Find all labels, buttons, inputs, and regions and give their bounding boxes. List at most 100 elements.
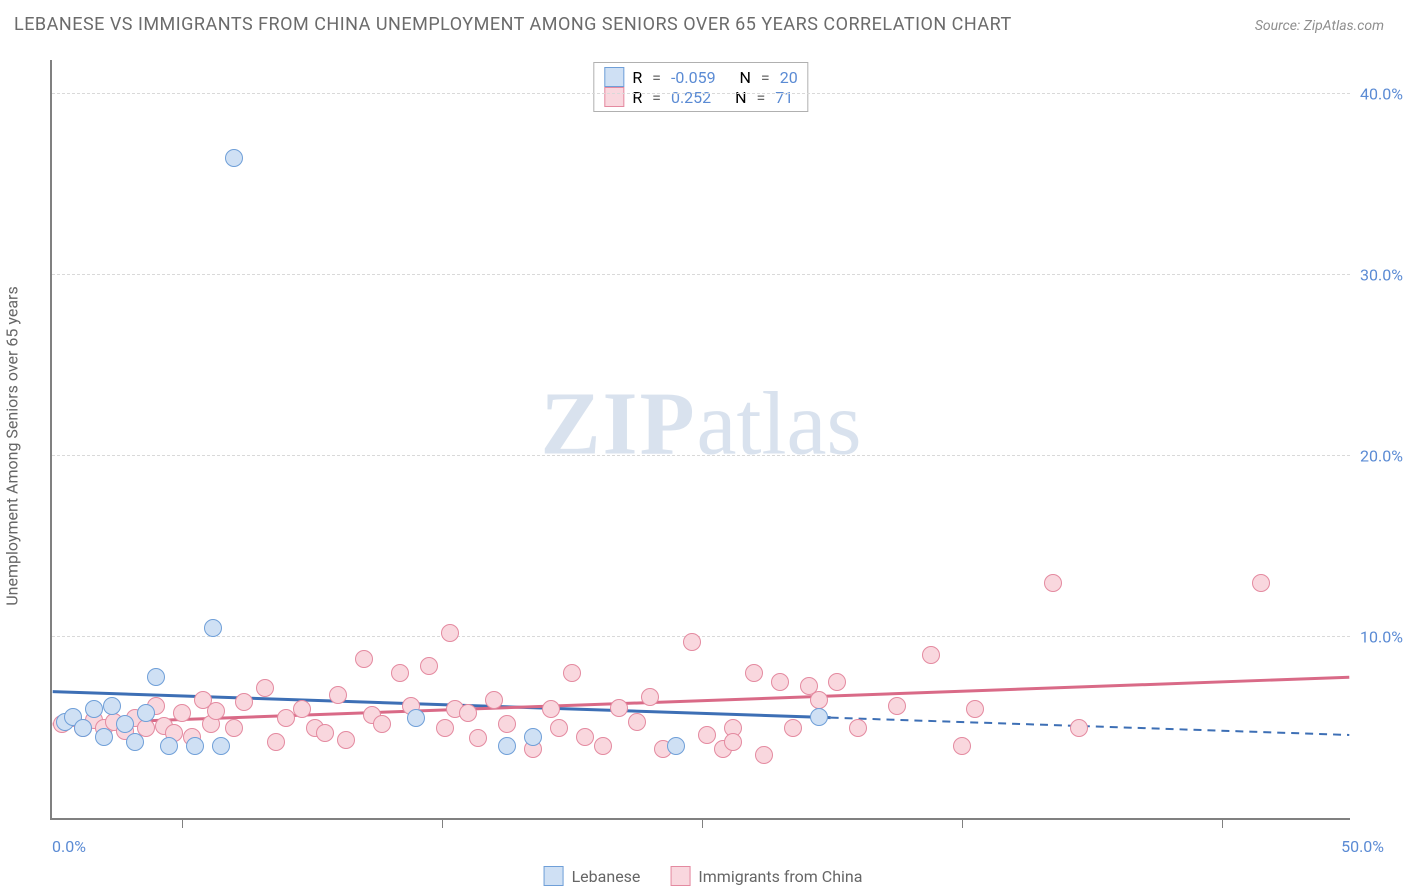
watermark-light: atlas bbox=[697, 374, 862, 473]
data-point bbox=[594, 737, 612, 755]
legend-swatch-china bbox=[604, 87, 624, 107]
watermark: ZIPatlas bbox=[541, 372, 862, 475]
data-point bbox=[235, 693, 253, 711]
legend-item-lebanese: Lebanese bbox=[544, 866, 641, 886]
r-label: R bbox=[632, 68, 642, 87]
data-point bbox=[576, 728, 594, 746]
data-point bbox=[355, 650, 373, 668]
data-point bbox=[441, 624, 459, 642]
r-label: R bbox=[632, 88, 642, 107]
data-point bbox=[256, 679, 274, 697]
data-point bbox=[373, 715, 391, 733]
data-point bbox=[888, 697, 906, 715]
data-point bbox=[391, 664, 409, 682]
data-point bbox=[755, 746, 773, 764]
x-tick bbox=[182, 818, 183, 828]
data-point bbox=[329, 686, 347, 704]
data-point bbox=[771, 673, 789, 691]
data-point bbox=[966, 700, 984, 718]
grid-line bbox=[52, 274, 1350, 275]
grid-line bbox=[52, 636, 1350, 637]
eq-sign: = bbox=[757, 88, 766, 107]
data-point bbox=[147, 668, 165, 686]
data-point bbox=[267, 733, 285, 751]
chart-title: LEBANESE VS IMMIGRANTS FROM CHINA UNEMPL… bbox=[14, 14, 1012, 35]
legend-series: Lebanese Immigrants from China bbox=[544, 866, 863, 886]
data-point bbox=[293, 700, 311, 718]
y-tick-label: 40.0% bbox=[1360, 85, 1406, 104]
data-point bbox=[207, 702, 225, 720]
x-tick bbox=[962, 818, 963, 828]
data-point bbox=[316, 724, 334, 742]
legend-correlation: R = -0.059 N = 20 R = 0.252 N = 71 bbox=[593, 62, 808, 112]
data-point bbox=[922, 646, 940, 664]
data-point bbox=[103, 697, 121, 715]
plot-area: ZIPatlas R = -0.059 N = 20 R = 0.252 N = bbox=[50, 60, 1350, 820]
data-point bbox=[784, 719, 802, 737]
n-value-2: 71 bbox=[775, 88, 793, 107]
y-tick-label: 30.0% bbox=[1360, 266, 1406, 285]
x-min-label: 0.0% bbox=[52, 837, 86, 856]
x-tick bbox=[702, 818, 703, 828]
legend-label-lebanese: Lebanese bbox=[572, 867, 641, 886]
data-point bbox=[485, 691, 503, 709]
data-point bbox=[1070, 719, 1088, 737]
legend-swatch-lebanese bbox=[544, 866, 564, 886]
data-point bbox=[126, 733, 144, 751]
data-point bbox=[683, 633, 701, 651]
data-point bbox=[724, 733, 742, 751]
eq-sign: = bbox=[652, 68, 661, 87]
grid-line bbox=[52, 93, 1350, 94]
data-point bbox=[1252, 574, 1270, 592]
data-point bbox=[137, 704, 155, 722]
data-point bbox=[74, 719, 92, 737]
chart-container: LEBANESE VS IMMIGRANTS FROM CHINA UNEMPL… bbox=[0, 0, 1406, 892]
chart-source: Source: ZipAtlas.com bbox=[1255, 18, 1384, 34]
grid-line bbox=[52, 455, 1350, 456]
legend-item-china: Immigrants from China bbox=[670, 866, 862, 886]
data-point bbox=[1044, 574, 1062, 592]
data-point bbox=[524, 728, 542, 746]
legend-swatch-china bbox=[670, 866, 690, 886]
data-point bbox=[225, 719, 243, 737]
x-max-label: 50.0% bbox=[1341, 837, 1384, 856]
eq-sign: = bbox=[761, 68, 770, 87]
data-point bbox=[95, 728, 113, 746]
data-point bbox=[849, 719, 867, 737]
data-point bbox=[469, 729, 487, 747]
legend-label-china: Immigrants from China bbox=[698, 867, 862, 886]
x-tick bbox=[1222, 818, 1223, 828]
data-point bbox=[186, 737, 204, 755]
data-point bbox=[628, 713, 646, 731]
data-point bbox=[116, 715, 134, 733]
n-label: N bbox=[735, 88, 746, 107]
r-value-1: -0.059 bbox=[671, 68, 716, 87]
y-axis-title: Unemployment Among Seniors over 65 years bbox=[3, 286, 22, 605]
data-point bbox=[204, 619, 222, 637]
data-point bbox=[160, 737, 178, 755]
data-point bbox=[498, 715, 516, 733]
r-value-2: 0.252 bbox=[671, 88, 711, 107]
data-point bbox=[953, 737, 971, 755]
y-tick-label: 10.0% bbox=[1360, 628, 1406, 647]
legend-swatch-lebanese bbox=[604, 67, 624, 87]
data-point bbox=[436, 719, 454, 737]
eq-sign: = bbox=[652, 88, 661, 107]
legend-row-2: R = 0.252 N = 71 bbox=[604, 87, 797, 107]
data-point bbox=[420, 657, 438, 675]
data-point bbox=[698, 726, 716, 744]
n-value-1: 20 bbox=[780, 68, 798, 87]
data-point bbox=[745, 664, 763, 682]
data-point bbox=[225, 149, 243, 167]
data-point bbox=[85, 700, 103, 718]
data-point bbox=[407, 709, 425, 727]
watermark-bold: ZIP bbox=[541, 374, 697, 473]
data-point bbox=[212, 737, 230, 755]
data-point bbox=[173, 704, 191, 722]
y-tick-label: 20.0% bbox=[1360, 447, 1406, 466]
x-tick bbox=[442, 818, 443, 828]
data-point bbox=[498, 737, 516, 755]
n-label: N bbox=[740, 68, 751, 87]
data-point bbox=[641, 688, 659, 706]
data-point bbox=[610, 699, 628, 717]
